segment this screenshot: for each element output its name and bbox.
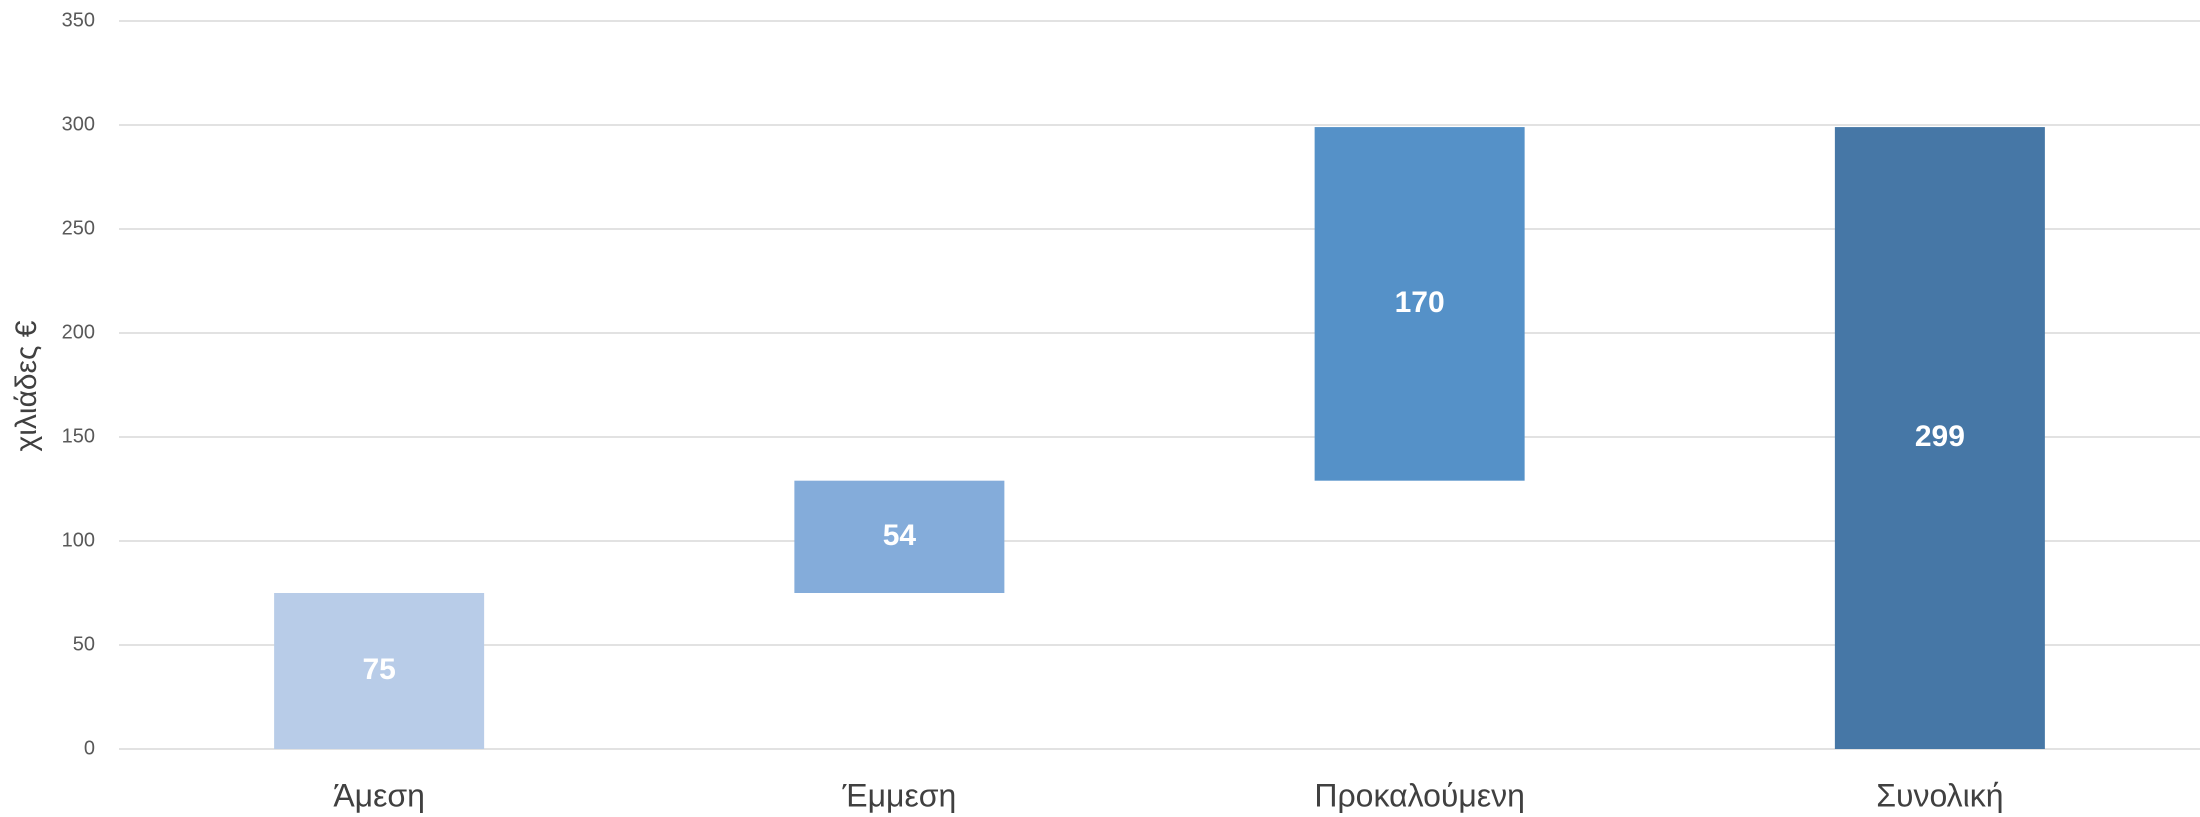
data-label: 170 [1395,286,1445,319]
y-axis-label: χιλιάδες € [10,320,43,451]
y-tick-label: 100 [62,529,95,551]
y-tick-label: 350 [62,9,95,31]
bar [1834,127,2045,749]
data-label: 75 [362,653,395,686]
y-tick-label: 250 [62,217,95,239]
y-tick-label: 50 [73,633,95,655]
bar [274,593,485,749]
x-tick-label: Άμεση [333,777,425,813]
x-tick-label: Έμμεση [841,777,956,813]
data-label: 299 [1915,420,1965,453]
x-tick-label: Προκαλούμενη [1314,777,1525,813]
x-tick-label: Συνολική [1876,777,2003,813]
data-label: 54 [883,519,917,552]
y-tick-label: 0 [84,737,95,759]
bar [1314,127,1525,481]
y-tick-label: 200 [62,321,95,343]
bar [794,480,1005,593]
y-tick-label: 150 [62,425,95,447]
y-tick-label: 300 [62,113,95,135]
